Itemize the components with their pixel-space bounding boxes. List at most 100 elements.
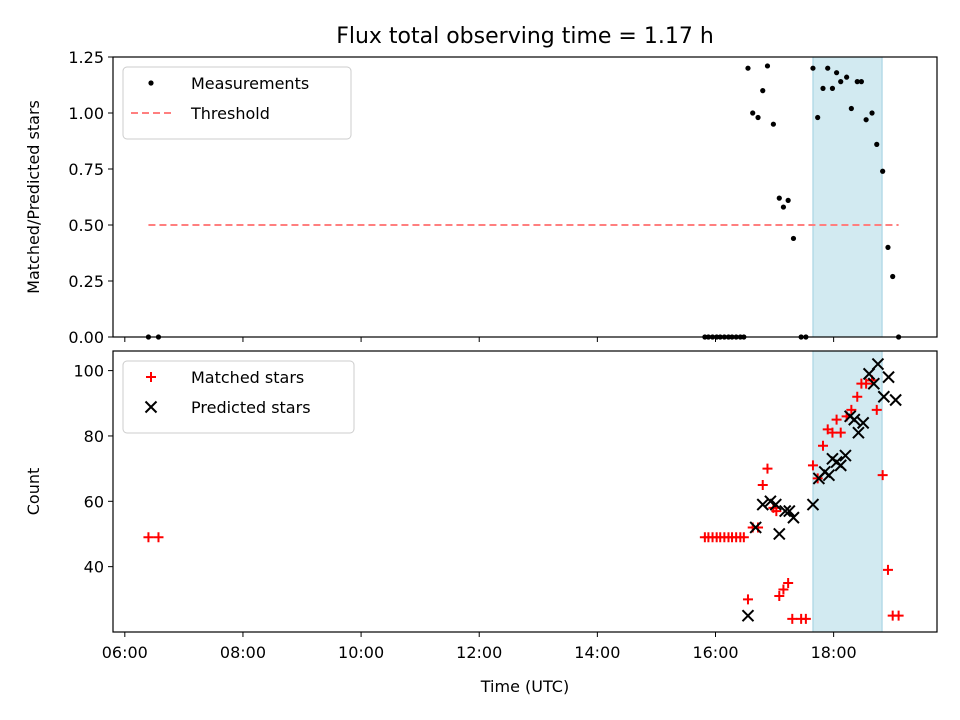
x-axis-label: Time (UTC) <box>480 677 569 696</box>
matched-star-point-22 <box>783 577 794 588</box>
matched-star-point-31 <box>831 414 842 425</box>
matched-star-point-39 <box>871 404 882 415</box>
legend: Matched stars Predicted stars <box>122 360 355 434</box>
measurement-point-17 <box>764 63 771 69</box>
legend-label: Predicted stars <box>191 398 311 417</box>
legend-swatch-measurements <box>148 80 154 86</box>
matched-star-point-19 <box>771 506 782 517</box>
matched-star-point-25 <box>800 613 811 624</box>
legend-label: Measurements <box>191 74 309 93</box>
x-tick-label: 14:00 <box>574 643 620 662</box>
measurement-point-31 <box>838 79 844 85</box>
predicted-star-point-20 <box>856 416 870 430</box>
predicted-star-point-7 <box>783 504 796 518</box>
matched-star-point-13 <box>742 594 753 605</box>
predicted-star-point-21 <box>862 367 876 381</box>
y-tick-label: 0.75 <box>68 160 104 179</box>
measurement-point-28 <box>825 65 831 71</box>
measurement-point-13 <box>745 65 751 71</box>
predicted-star-point-5 <box>773 527 786 541</box>
y-axis-label: Matched/Predicted stars <box>24 100 43 294</box>
predicted-star-point-26 <box>889 393 902 407</box>
matched-star-point-12 <box>738 532 749 543</box>
y-tick-label: 1.00 <box>68 104 104 123</box>
measurement-point-39 <box>880 168 886 174</box>
x-tick-label: 06:00 <box>102 643 148 662</box>
y-tick-label: 0.00 <box>68 328 104 347</box>
legend-box <box>122 360 355 434</box>
measurement-point-40 <box>885 244 891 250</box>
legend-entry: Threshold <box>131 104 270 123</box>
y-tick-label: 0.50 <box>68 216 104 235</box>
matched-star-point-40 <box>877 470 888 481</box>
y-tick-label: 40 <box>84 558 104 577</box>
measurement-point-36 <box>863 117 869 123</box>
legend-label: Matched stars <box>191 368 304 387</box>
measurement-point-33 <box>848 105 854 112</box>
legend-swatch-matched <box>146 372 156 382</box>
measurement-point-15 <box>755 114 761 121</box>
top-panel-ratio: 0.00 0.25 0.50 0.75 1.00 1.25 Matched/Predicte… <box>24 48 938 347</box>
predicted-star-point-23 <box>871 357 885 371</box>
matched-star-point-28 <box>817 440 828 451</box>
predicted-star-point-4 <box>769 498 782 511</box>
matched-star-point-43 <box>893 610 904 621</box>
matched-star-point-16 <box>757 479 768 490</box>
predicted-star-point-8 <box>787 511 800 524</box>
matched-star-point-41 <box>882 564 893 575</box>
predicted-star-point-1 <box>749 521 762 534</box>
measurement-point-26 <box>815 114 821 121</box>
measurement-point-30 <box>833 70 840 76</box>
measurement-point-35 <box>858 79 864 85</box>
measurement-point-37 <box>869 110 875 116</box>
measurement-point-18 <box>770 121 776 127</box>
x-tick-label: 08:00 <box>220 643 266 662</box>
x-tick-label: 10:00 <box>338 643 384 662</box>
matched-star-point-17 <box>762 463 773 474</box>
legend-entry: Predicted stars <box>144 398 311 417</box>
predicted-star-point-25 <box>882 370 895 384</box>
matched-star-point-34 <box>846 404 857 415</box>
y-tick-label: 80 <box>84 427 104 446</box>
measurement-point-22 <box>790 235 797 242</box>
matched-star-point-35 <box>852 391 863 402</box>
y-tick-label: 0.25 <box>68 272 104 291</box>
predicted-star-point-2 <box>756 498 769 511</box>
measurement-point-19 <box>776 195 782 201</box>
predicted-star-point-15 <box>834 459 847 472</box>
bottom-panel-counts: 40 60 80 100 06:00 08:00 10:00 12:00 14:00 16:00 1… <box>24 350 938 696</box>
predicted-star-point-16 <box>839 449 852 462</box>
observing-window-band <box>812 350 883 633</box>
predicted-star-point-6 <box>778 504 792 518</box>
y-tick-label: 1.25 <box>68 48 104 67</box>
measurement-point-25 <box>810 65 816 71</box>
observing-window-band <box>812 56 883 338</box>
matched-star-point-0 <box>143 532 154 543</box>
measurement-point-27 <box>820 85 826 91</box>
predicted-star-point-9 <box>806 498 820 511</box>
legend-box <box>122 66 352 140</box>
plot-frame <box>112 56 938 338</box>
measurement-point-41 <box>890 273 896 280</box>
predicted-star-point-22 <box>867 377 881 390</box>
measurement-point-16 <box>760 88 766 94</box>
y-tick-label: 60 <box>84 492 104 511</box>
matched-star-point-23 <box>787 613 798 624</box>
chart-title: Flux total observing time = 1.17 h <box>336 24 714 49</box>
matched-star-point-21 <box>778 584 789 595</box>
y-axis-label: Count <box>24 468 43 516</box>
matched-star-point-32 <box>835 427 846 438</box>
matched-star-point-1 <box>153 532 164 543</box>
matched-star-point-26 <box>807 460 818 471</box>
predicted-star-point-18 <box>848 413 861 426</box>
measurement-point-32 <box>844 74 850 80</box>
predicted-star-point-0 <box>741 609 755 622</box>
matched-star-point-37 <box>861 378 872 389</box>
legend: Measurements Threshold <box>122 66 352 140</box>
measurement-point-34 <box>854 79 860 85</box>
legend-label: Threshold <box>190 104 270 123</box>
measurement-point-14 <box>750 110 756 116</box>
predicted-star-point-12 <box>822 468 836 482</box>
measurement-point-20 <box>780 204 787 210</box>
